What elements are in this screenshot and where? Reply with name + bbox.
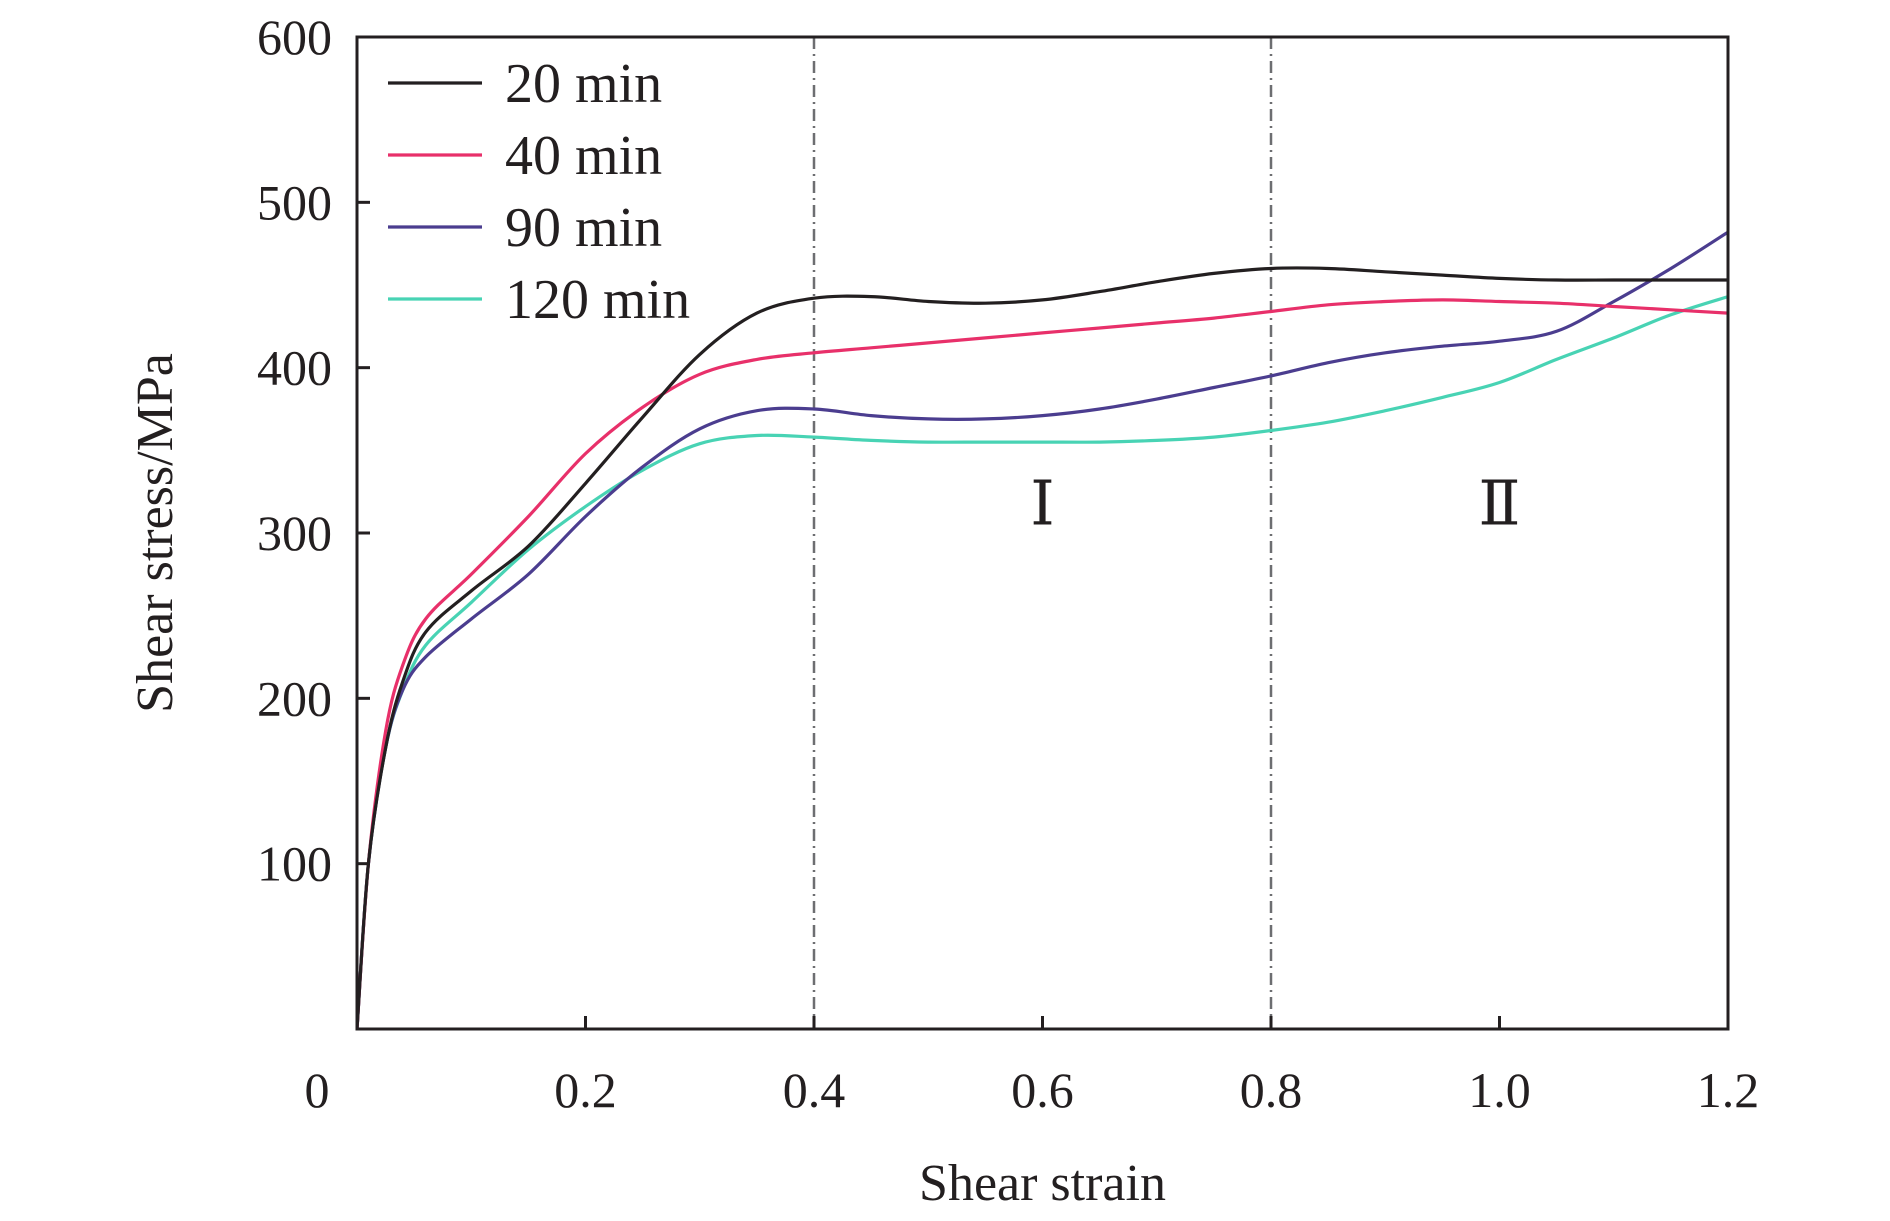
x-axis-title: Shear strain (919, 1155, 1166, 1212)
axis-ticks (357, 200, 1501, 1029)
series-line-120-min (357, 295, 1728, 1029)
x-tick-label: 0.8 (1240, 1062, 1303, 1118)
x-tick-label: 1.2 (1697, 1062, 1760, 1118)
y-tick-label: 300 (257, 505, 332, 561)
region-dividers (812, 37, 1273, 1029)
series-line-90-min (357, 230, 1728, 1029)
legend-label-20-min: 20 min (505, 53, 662, 115)
legend-label-90-min: 90 min (505, 197, 662, 259)
x-tick-label: 0 (305, 1062, 330, 1118)
y-axis-title: Shear stress/MPa (127, 353, 184, 713)
region-label-1: Ⅰ (1030, 471, 1055, 539)
series-line-40-min (357, 298, 1728, 1029)
y-tick-label: 500 (257, 174, 332, 230)
y-tick-label: 400 (257, 340, 332, 396)
series-line-20-min (357, 266, 1728, 1029)
y-tick-label: 100 (257, 836, 332, 892)
x-tick-label: 0.6 (1011, 1062, 1074, 1118)
x-tick-label: 1.0 (1468, 1062, 1531, 1118)
axis-tick-labels: 0 0.2 0.4 0.6 0.8 1.0 1.2 100 200 300 400 500 600 (257, 9, 1759, 1118)
region-label-2: Ⅱ (1478, 471, 1520, 539)
series-lines (357, 230, 1728, 1029)
x-tick-label: 0.2 (554, 1062, 617, 1118)
y-tick-label: 600 (257, 9, 332, 65)
y-tick-label: 200 (257, 670, 332, 726)
x-tick-label: 0.4 (783, 1062, 846, 1118)
legend: 20 min 40 min 90 min 120 min (388, 53, 690, 331)
legend-label-120-min: 120 min (505, 269, 690, 331)
legend-label-40-min: 40 min (505, 125, 662, 187)
